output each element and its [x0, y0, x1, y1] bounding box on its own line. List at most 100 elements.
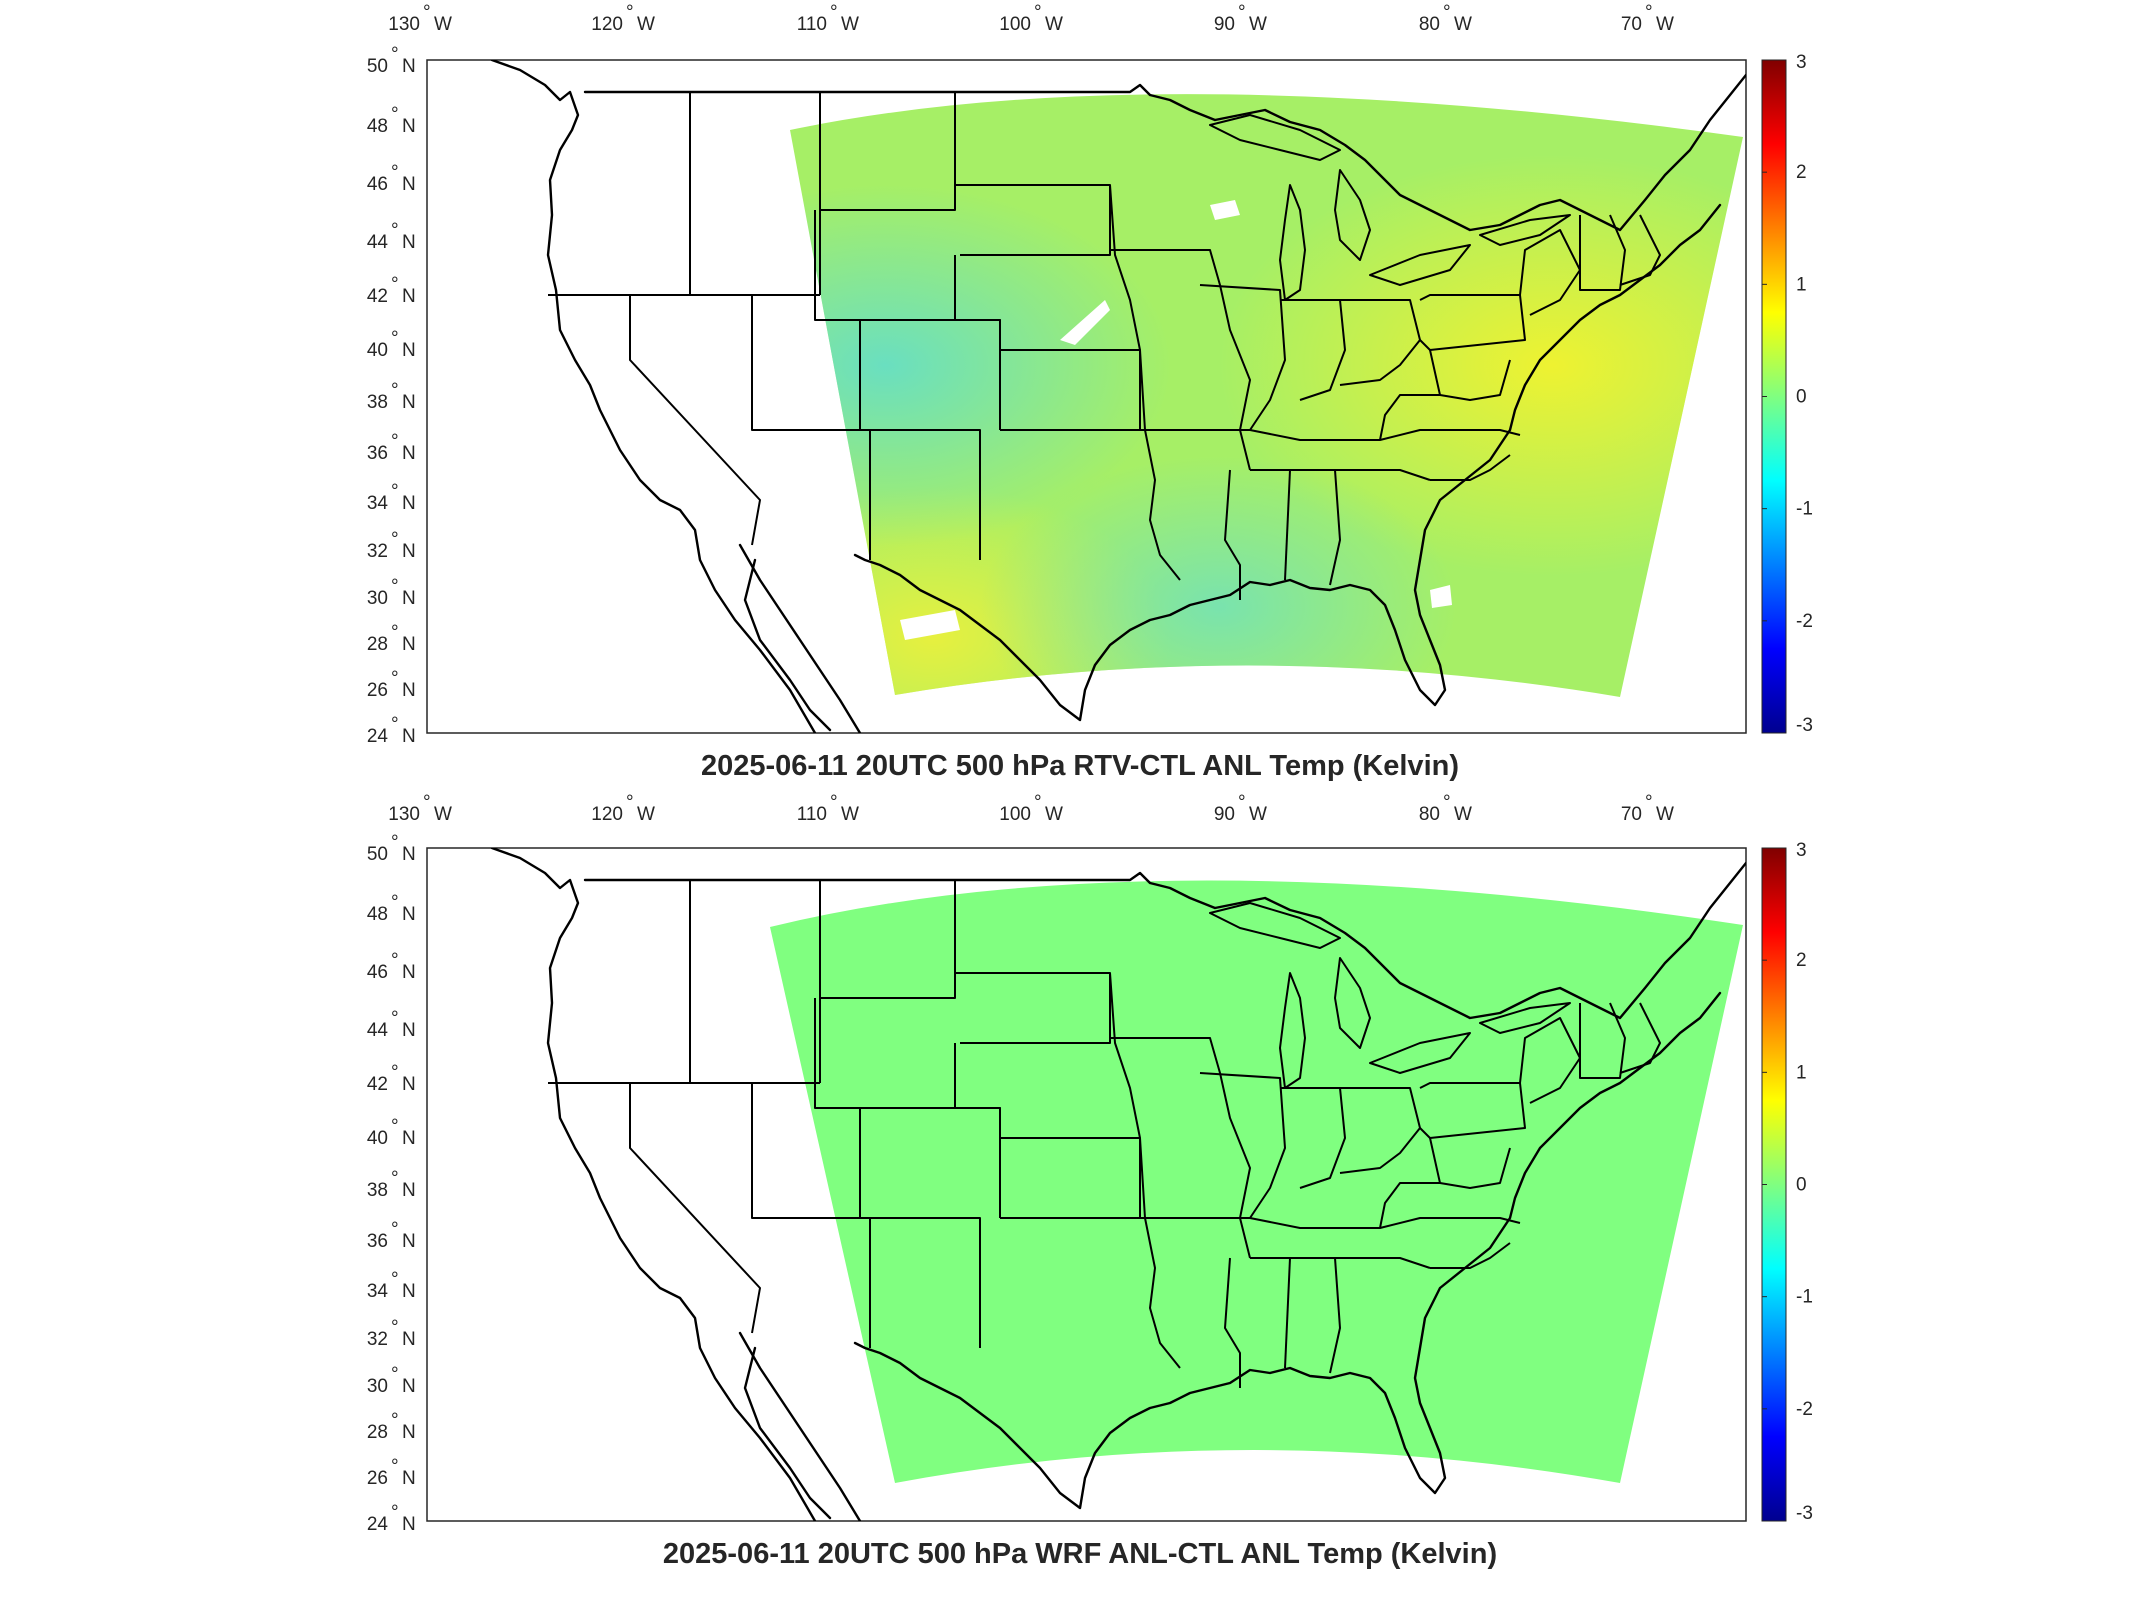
- cool-anomaly-gulf: [790, 94, 1743, 697]
- latitude-tick-label: 28°N: [367, 1410, 416, 1443]
- longitude-tick-label: 110°W: [797, 792, 859, 825]
- svg-text:°: °: [391, 1269, 399, 1290]
- svg-text:70: 70: [1621, 14, 1642, 35]
- svg-text:N: N: [402, 1128, 416, 1149]
- svg-text:W: W: [1656, 804, 1674, 825]
- svg-text:W: W: [434, 14, 452, 35]
- svg-text:N: N: [402, 844, 416, 865]
- svg-text:°: °: [1238, 792, 1246, 813]
- svg-text:W: W: [637, 14, 655, 35]
- svg-text:N: N: [402, 1020, 416, 1041]
- latitude-tick-label: 38°N: [367, 380, 416, 413]
- missing-data-patch: [1430, 585, 1452, 608]
- svg-text:70: 70: [1621, 804, 1642, 825]
- svg-text:°: °: [423, 2, 431, 23]
- latitude-tick-label: 42°N: [367, 274, 416, 307]
- svg-text:N: N: [402, 116, 416, 137]
- svg-text:N: N: [402, 904, 416, 925]
- latitude-tick-label: 48°N: [367, 892, 416, 925]
- colorbar-tick-label: 2: [1796, 162, 1807, 183]
- svg-text:°: °: [391, 162, 399, 183]
- svg-text:°: °: [391, 1456, 399, 1477]
- longitude-ticks: 130°W 120°W 110°W 100°W 90°W 80°W 70°W: [388, 2, 1674, 35]
- svg-text:30: 30: [367, 1376, 388, 1397]
- svg-text:°: °: [391, 576, 399, 597]
- svg-text:N: N: [402, 588, 416, 609]
- svg-text:N: N: [402, 232, 416, 253]
- colorbar-ticks: 3 2 1 0 -1 -2 -3: [1762, 840, 1813, 1524]
- svg-text:°: °: [830, 2, 838, 23]
- svg-text:50: 50: [367, 56, 388, 77]
- svg-text:°: °: [1645, 792, 1653, 813]
- svg-text:N: N: [402, 1231, 416, 1252]
- svg-text:40: 40: [367, 1128, 388, 1149]
- svg-text:W: W: [1656, 14, 1674, 35]
- latitude-tick-label: 50°N: [367, 44, 416, 77]
- colorbar-tick-label: 0: [1796, 1175, 1807, 1196]
- svg-text:°: °: [391, 1317, 399, 1338]
- svg-text:40: 40: [367, 340, 388, 361]
- svg-text:W: W: [1249, 14, 1267, 35]
- missing-data-patch: [1060, 300, 1110, 345]
- svg-text:110: 110: [797, 804, 827, 825]
- svg-text:34: 34: [367, 1281, 389, 1302]
- svg-text:130: 130: [388, 804, 420, 825]
- svg-text:50: 50: [367, 844, 388, 865]
- svg-text:W: W: [841, 804, 859, 825]
- colorbar: 3 2 1 0 -1 -2 -3: [1761, 52, 1813, 736]
- colorbar-tick-label: 1: [1796, 274, 1807, 295]
- svg-text:°: °: [391, 950, 399, 971]
- svg-text:80: 80: [1419, 804, 1440, 825]
- svg-text:°: °: [391, 328, 399, 349]
- colorbar-tick-label: 3: [1796, 52, 1807, 73]
- svg-text:N: N: [402, 680, 416, 701]
- svg-text:W: W: [1454, 14, 1472, 35]
- svg-text:°: °: [391, 380, 399, 401]
- svg-text:°: °: [391, 1502, 399, 1523]
- svg-text:130: 130: [388, 14, 420, 35]
- svg-text:24: 24: [367, 726, 389, 747]
- longitude-tick-label: 100°W: [999, 792, 1063, 825]
- svg-text:°: °: [391, 431, 399, 452]
- svg-text:90: 90: [1214, 14, 1235, 35]
- svg-text:120: 120: [591, 14, 623, 35]
- longitude-tick-label: 70°W: [1621, 2, 1674, 35]
- svg-text:36: 36: [367, 443, 388, 464]
- longitude-tick-label: 90°W: [1214, 2, 1267, 35]
- svg-text:N: N: [402, 1329, 416, 1350]
- missing-data-patch: [900, 610, 960, 640]
- latitude-tick-label: 32°N: [367, 1317, 416, 1350]
- longitude-tick-label: 110°W: [797, 2, 859, 35]
- svg-text:N: N: [402, 1376, 416, 1397]
- svg-text:N: N: [402, 962, 416, 983]
- svg-text:N: N: [402, 286, 416, 307]
- svg-text:46: 46: [367, 174, 388, 195]
- longitude-tick-label: 130°W: [388, 792, 452, 825]
- svg-text:N: N: [402, 56, 416, 77]
- colorbar-tick-label: -3: [1796, 1503, 1813, 1524]
- latitude-tick-label: 38°N: [367, 1168, 416, 1201]
- svg-text:°: °: [391, 274, 399, 295]
- colorbar-tick-label: -3: [1796, 715, 1813, 736]
- svg-text:28: 28: [367, 1422, 388, 1443]
- latitude-tick-label: 26°N: [367, 1456, 416, 1489]
- svg-text:W: W: [1045, 804, 1063, 825]
- svg-text:26: 26: [367, 680, 388, 701]
- colorbar-tick-label: 1: [1796, 1062, 1807, 1083]
- svg-text:N: N: [402, 493, 416, 514]
- svg-text:42: 42: [367, 286, 388, 307]
- map-title: 2025-06-11 20UTC 500 hPa RTV-CTL ANL Tem…: [701, 750, 1459, 782]
- svg-text:44: 44: [367, 232, 389, 253]
- colorbar-tick-label: -1: [1796, 1287, 1813, 1308]
- longitude-tick-label: 130°W: [388, 2, 452, 35]
- svg-text:38: 38: [367, 392, 388, 413]
- svg-text:N: N: [402, 1180, 416, 1201]
- colorbar-tick-label: 2: [1796, 950, 1807, 971]
- svg-text:N: N: [402, 726, 416, 747]
- svg-text:N: N: [402, 634, 416, 655]
- svg-text:°: °: [391, 44, 399, 65]
- svg-text:28: 28: [367, 634, 388, 655]
- svg-text:100: 100: [999, 804, 1031, 825]
- latitude-tick-label: 50°N: [367, 832, 416, 865]
- colorbar-tick-label: -2: [1796, 1399, 1813, 1420]
